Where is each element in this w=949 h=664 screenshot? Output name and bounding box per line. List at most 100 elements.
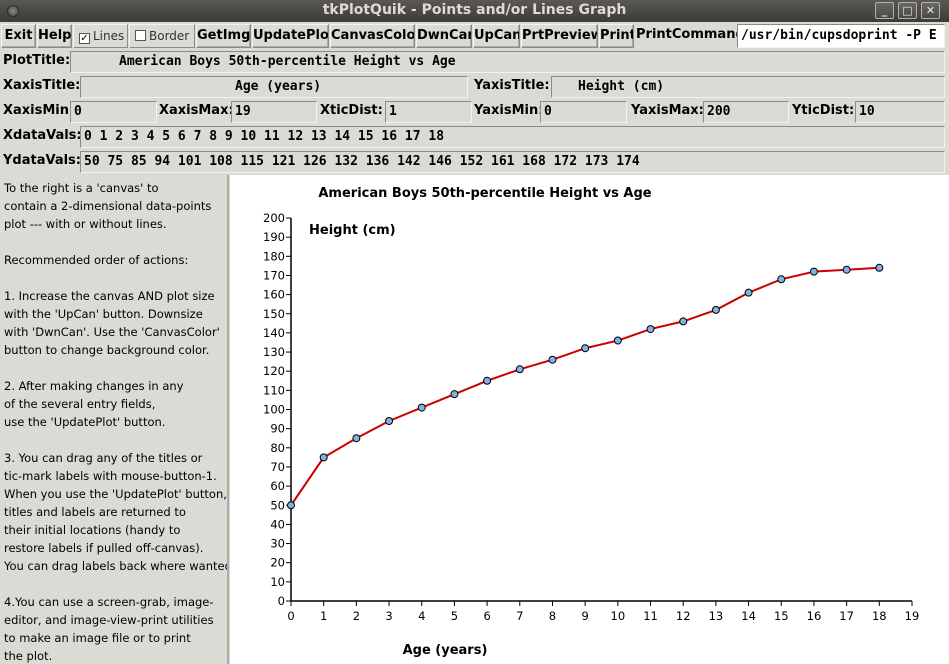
data-point	[581, 344, 590, 353]
xaxismax-input[interactable]: 19	[231, 101, 317, 123]
y-tick-label: 150	[263, 307, 285, 321]
y-tick-label: 20	[270, 556, 285, 570]
plottitle-row: PlotTitle: American Boys 50th-percentile…	[0, 50, 949, 75]
border-check-icon	[135, 30, 146, 41]
y-axis-title[interactable]: Height (cm)	[309, 223, 396, 238]
plottitle-label: PlotTitle:	[3, 53, 71, 68]
x-tick-label: 12	[676, 609, 691, 623]
x-tick-label: 18	[872, 609, 887, 623]
y-tick-label: 110	[263, 383, 285, 397]
data-point	[287, 501, 295, 510]
close-icon[interactable]: ✕	[921, 2, 940, 19]
xaxismin-label: XaxisMin:	[3, 103, 75, 118]
x-tick-label: 19	[905, 609, 920, 623]
prtpreview-button[interactable]: PrtPreview	[521, 24, 598, 48]
axistitles-row: XaxisTitle: Age (years) YaxisTitle: Heig…	[0, 75, 949, 100]
getimg-button[interactable]: GetImg	[196, 24, 251, 48]
x-tick-label: 5	[451, 609, 458, 623]
border-checkbox[interactable]: Border	[129, 24, 195, 48]
window-titlebar: tkPlotQuik - Points and/or Lines Graph _…	[0, 0, 949, 22]
printcommand-input[interactable]: /usr/bin/cupsdoprint -P E	[737, 24, 945, 48]
y-tick-label: 190	[263, 230, 285, 244]
data-point	[319, 453, 328, 462]
y-tick-label: 50	[270, 498, 285, 512]
data-point	[450, 390, 459, 399]
upcan-button[interactable]: UpCan	[473, 24, 520, 48]
yaxistitle-label: YaxisTitle:	[474, 78, 550, 93]
y-tick-label: 0	[278, 594, 285, 608]
xdatavals-label: XdataVals:	[3, 128, 82, 143]
ydatavals-input[interactable]: 50 75 85 94 101 108 115 121 126 132 136 …	[80, 151, 945, 173]
data-point	[483, 376, 492, 385]
help-panel: To the right is a 'canvas' to contain a …	[0, 175, 229, 664]
yaxismax-input[interactable]: 200	[703, 101, 789, 123]
help-text: To the right is a 'canvas' to contain a …	[4, 181, 227, 663]
canvascolor-button[interactable]: CanvasColor	[330, 24, 415, 48]
plottitle-input[interactable]: American Boys 50th-percentile Height vs …	[70, 51, 945, 73]
x-tick-label: 9	[581, 609, 588, 623]
toolbar: Exit Help ✓ Lines Border GetImg UpdatePlo…	[0, 23, 949, 49]
help-button[interactable]: Help	[37, 24, 72, 48]
yaxistitle-input[interactable]: Height (cm)	[551, 76, 945, 98]
axes: 0102030405060708090100110120130140150160…	[263, 211, 919, 623]
x-tick-label: 0	[287, 609, 294, 623]
y-tick-label: 60	[270, 479, 285, 493]
data-point	[515, 365, 524, 374]
x-tick-label: 1	[320, 609, 327, 623]
y-tick-label: 80	[270, 441, 285, 455]
lines-checkbox[interactable]: ✓ Lines	[73, 24, 128, 48]
x-tick-label: 2	[353, 609, 360, 623]
data-point	[711, 305, 720, 314]
data-point	[744, 288, 753, 297]
x-tick-label: 16	[807, 609, 822, 623]
y-tick-label: 70	[270, 460, 285, 474]
y-tick-label: 10	[270, 575, 285, 589]
window-menu-icon[interactable]	[7, 5, 19, 17]
data-point	[385, 416, 394, 425]
y-tick-label: 30	[270, 537, 285, 551]
exit-button[interactable]: Exit	[1, 24, 36, 48]
y-tick-label: 120	[263, 364, 285, 378]
print-button[interactable]: Print	[599, 24, 634, 48]
xaxismin-input[interactable]: 0	[70, 101, 157, 123]
yaxismin-label: YaxisMin:	[474, 103, 544, 118]
yaxismin-input[interactable]: 0	[540, 101, 627, 123]
yticdist-input[interactable]: 10	[855, 101, 945, 123]
chart-title[interactable]: American Boys 50th-percentile Height vs …	[318, 186, 651, 201]
line-chart[interactable]: American Boys 50th-percentile Height vs …	[230, 175, 949, 664]
plot-canvas[interactable]: American Boys 50th-percentile Height vs …	[230, 175, 949, 664]
y-tick-label: 180	[263, 249, 285, 263]
data-point	[417, 403, 426, 412]
x-tick-label: 13	[709, 609, 724, 623]
data-point	[646, 325, 655, 334]
y-tick-label: 140	[263, 326, 285, 340]
ydatavals-label: YdataVals:	[3, 153, 81, 168]
x-tick-label: 11	[643, 609, 658, 623]
data-point	[875, 263, 884, 272]
x-tick-label: 15	[774, 609, 789, 623]
dwncan-button[interactable]: DwnCan	[416, 24, 472, 48]
data-point	[679, 317, 688, 326]
minimize-icon[interactable]: _	[875, 2, 894, 19]
y-tick-label: 170	[263, 268, 285, 282]
xticdist-input[interactable]: 1	[385, 101, 472, 123]
lines-checkbox-label: Lines	[93, 29, 125, 43]
yticdist-label: YticDist:	[792, 103, 855, 118]
maximize-icon[interactable]: □	[898, 2, 917, 19]
xdatavals-input[interactable]: 0 1 2 3 4 5 6 7 8 9 10 11 12 13 14 15 16…	[80, 126, 945, 148]
y-tick-label: 100	[263, 403, 285, 417]
y-tick-label: 200	[263, 211, 285, 225]
data-point	[548, 355, 557, 364]
data-point	[777, 275, 786, 284]
y-tick-label: 130	[263, 345, 285, 359]
border-checkbox-label: Border	[149, 29, 190, 43]
yaxismax-label: YaxisMax:	[631, 103, 704, 118]
x-tick-label: 8	[549, 609, 556, 623]
x-tick-label: 7	[516, 609, 523, 623]
series-line	[290, 266, 880, 506]
data-point	[842, 265, 851, 274]
xaxistitle-input[interactable]: Age (years)	[80, 76, 468, 98]
x-axis-title[interactable]: Age (years)	[403, 643, 488, 658]
xticdist-label: XticDist:	[320, 103, 383, 118]
updateplot-button[interactable]: UpdatePlot	[252, 24, 329, 48]
